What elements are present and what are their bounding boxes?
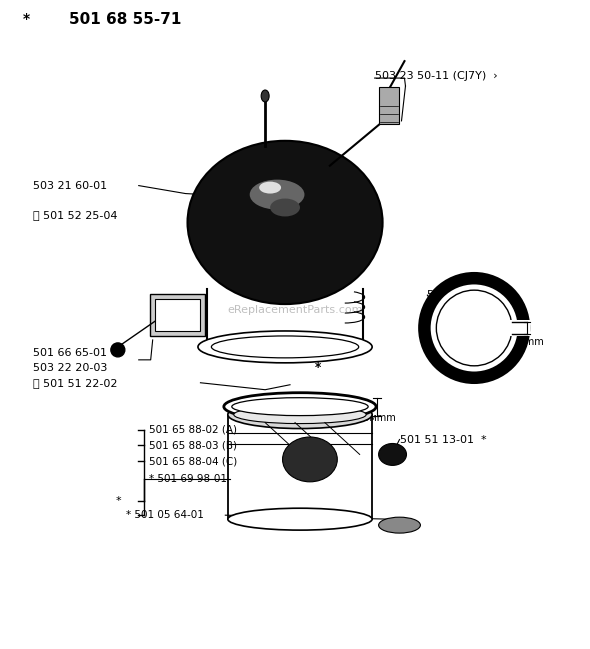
Bar: [510, 320, 530, 336]
Ellipse shape: [234, 406, 366, 424]
Ellipse shape: [259, 182, 281, 193]
FancyBboxPatch shape: [155, 299, 200, 331]
Ellipse shape: [228, 508, 372, 530]
Text: 503 21 60-01: 503 21 60-01: [33, 180, 107, 191]
Text: *: *: [315, 361, 321, 374]
Text: 501 65 88-04 (C): 501 65 88-04 (C): [149, 456, 237, 467]
Text: 503 22 20-03: 503 22 20-03: [33, 363, 107, 373]
Ellipse shape: [224, 393, 376, 421]
FancyBboxPatch shape: [150, 294, 205, 336]
Ellipse shape: [198, 331, 372, 363]
Text: 501 65 88-03 (B): 501 65 88-03 (B): [149, 441, 237, 450]
Ellipse shape: [270, 199, 300, 217]
Ellipse shape: [232, 398, 368, 415]
Text: * 501 69 98-01: * 501 69 98-01: [149, 474, 227, 484]
Text: 1.5ᴍmm: 1.5ᴍmm: [355, 413, 396, 422]
Text: *: *: [116, 496, 122, 506]
Ellipse shape: [228, 400, 372, 428]
Text: *: *: [22, 12, 30, 27]
Text: * 501 05 64-01: * 501 05 64-01: [126, 510, 204, 520]
Ellipse shape: [211, 336, 359, 358]
Text: eReplacementParts.com: eReplacementParts.com: [227, 305, 363, 315]
Text: ⓘ 501 51 22-02: ⓘ 501 51 22-02: [33, 378, 118, 387]
Text: 503 23 50-11 (CJ7Y)  ›: 503 23 50-11 (CJ7Y) ›: [375, 71, 497, 81]
Text: 501 66 65-01: 501 66 65-01: [33, 348, 107, 358]
Text: 501 65 88-02 (A): 501 65 88-02 (A): [149, 424, 237, 435]
Text: *: *: [315, 361, 321, 374]
Ellipse shape: [261, 90, 269, 102]
Ellipse shape: [379, 517, 421, 533]
Text: ⓘ 501 52 25-04: ⓘ 501 52 25-04: [33, 210, 118, 221]
Ellipse shape: [188, 141, 382, 304]
Ellipse shape: [437, 290, 512, 366]
Text: 501 68 59-01: 501 68 59-01: [427, 290, 502, 300]
Ellipse shape: [283, 437, 337, 482]
Ellipse shape: [379, 443, 407, 465]
Text: 0.5ᴍmm: 0.5ᴍmm: [502, 337, 544, 347]
FancyBboxPatch shape: [379, 87, 398, 124]
Text: 501 68 55-71: 501 68 55-71: [69, 12, 182, 27]
Ellipse shape: [424, 278, 524, 378]
Text: 501 51 13-01  *: 501 51 13-01 *: [399, 435, 486, 445]
Ellipse shape: [250, 180, 304, 210]
Circle shape: [111, 343, 125, 357]
